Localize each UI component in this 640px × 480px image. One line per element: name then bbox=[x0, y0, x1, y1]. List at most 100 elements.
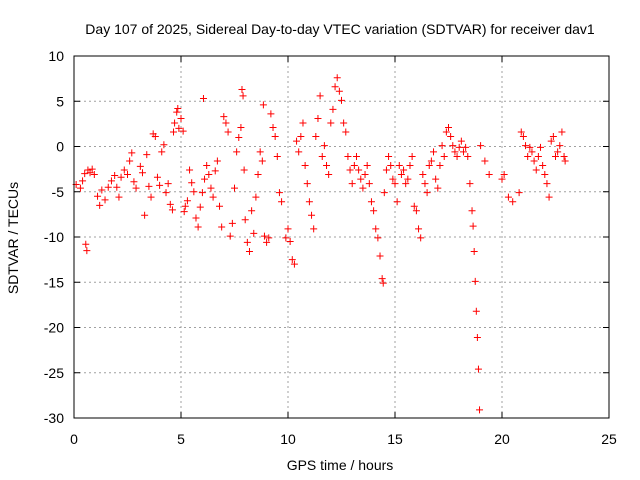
data-point bbox=[338, 96, 345, 104]
data-point bbox=[451, 148, 459, 156]
data-point bbox=[389, 175, 397, 183]
data-point bbox=[96, 201, 104, 209]
data-point bbox=[213, 157, 221, 165]
data-point bbox=[468, 207, 476, 215]
data-point bbox=[278, 198, 286, 206]
data-point bbox=[423, 189, 431, 197]
data-point bbox=[500, 171, 508, 179]
data-point bbox=[310, 225, 318, 233]
data-point bbox=[462, 143, 470, 151]
data-point bbox=[457, 137, 465, 145]
data-point bbox=[318, 152, 326, 160]
data-point bbox=[258, 157, 266, 165]
data-point bbox=[177, 114, 185, 122]
data-point bbox=[136, 162, 144, 170]
y-tick-label: -30 bbox=[44, 410, 64, 426]
data-point bbox=[158, 148, 166, 156]
data-point bbox=[329, 105, 337, 113]
axis-ticks: 0 5 10 15 20 25 10 5 0 -5 -10 -15 -20 -25 -30 bbox=[44, 48, 617, 447]
data-point bbox=[124, 171, 131, 179]
data-point bbox=[174, 104, 182, 112]
data-point bbox=[370, 207, 378, 215]
data-point bbox=[532, 166, 540, 174]
data-point bbox=[464, 152, 472, 160]
data-point bbox=[481, 157, 489, 165]
data-point bbox=[175, 124, 183, 132]
data-point bbox=[252, 193, 260, 201]
data-point bbox=[248, 207, 256, 215]
data-point bbox=[130, 178, 138, 186]
data-point bbox=[346, 166, 354, 174]
data-point bbox=[549, 133, 557, 141]
data-point bbox=[238, 85, 246, 93]
data-point bbox=[164, 180, 172, 188]
data-point bbox=[295, 148, 303, 156]
data-point bbox=[222, 119, 230, 127]
data-point bbox=[180, 208, 188, 216]
data-point bbox=[539, 162, 547, 170]
data-point bbox=[181, 202, 189, 210]
data-point bbox=[211, 167, 219, 175]
data-point bbox=[301, 162, 309, 170]
x-tick-label: 25 bbox=[601, 431, 617, 447]
data-point bbox=[138, 169, 146, 177]
data-point bbox=[98, 186, 106, 194]
data-point bbox=[537, 143, 545, 151]
data-point bbox=[385, 152, 393, 160]
data-point bbox=[430, 148, 438, 156]
data-point bbox=[522, 142, 530, 150]
data-point bbox=[470, 247, 478, 255]
data-point bbox=[117, 173, 125, 181]
data-point bbox=[111, 171, 119, 179]
chart-title: Day 107 of 2025, Sidereal Day-to-day VTE… bbox=[85, 21, 595, 37]
grid bbox=[74, 56, 609, 418]
data-point bbox=[327, 119, 335, 127]
data-point bbox=[469, 222, 477, 230]
data-point bbox=[115, 193, 123, 201]
data-point bbox=[76, 184, 84, 192]
data-point bbox=[524, 152, 532, 160]
data-point bbox=[348, 180, 356, 188]
data-point bbox=[271, 133, 279, 141]
data-point bbox=[156, 181, 164, 189]
data-point bbox=[237, 123, 245, 131]
data-point bbox=[387, 162, 395, 170]
data-point bbox=[90, 171, 98, 179]
data-point bbox=[107, 177, 115, 185]
data-point bbox=[477, 142, 485, 150]
data-point bbox=[436, 162, 444, 170]
data-point bbox=[427, 157, 435, 165]
data-point bbox=[239, 92, 247, 100]
data-point bbox=[179, 127, 187, 135]
data-point bbox=[86, 169, 94, 177]
y-axis-label: SDTVAR / TECUs bbox=[5, 182, 21, 294]
data-point bbox=[226, 232, 234, 240]
data-point bbox=[243, 238, 251, 246]
data-point bbox=[218, 223, 226, 231]
data-point bbox=[445, 123, 452, 131]
data-point bbox=[331, 83, 339, 91]
data-point bbox=[419, 171, 427, 179]
data-point bbox=[515, 189, 523, 197]
data-point bbox=[355, 166, 363, 174]
data-points bbox=[72, 74, 569, 414]
data-point bbox=[359, 184, 367, 192]
data-point bbox=[447, 133, 455, 141]
data-point bbox=[517, 128, 525, 136]
data-point bbox=[224, 128, 232, 136]
y-tick-label: 10 bbox=[48, 48, 64, 64]
data-point bbox=[378, 275, 386, 283]
data-point bbox=[333, 74, 341, 82]
data-point bbox=[303, 180, 311, 188]
x-tick-label: 20 bbox=[494, 431, 510, 447]
data-point bbox=[391, 180, 399, 188]
data-point bbox=[286, 238, 294, 246]
data-point bbox=[273, 152, 281, 160]
data-point bbox=[442, 128, 450, 136]
x-tick-label: 5 bbox=[177, 431, 185, 447]
data-point bbox=[344, 152, 352, 160]
data-point bbox=[561, 157, 569, 165]
x-tick-label: 10 bbox=[280, 431, 296, 447]
data-point bbox=[528, 148, 536, 156]
